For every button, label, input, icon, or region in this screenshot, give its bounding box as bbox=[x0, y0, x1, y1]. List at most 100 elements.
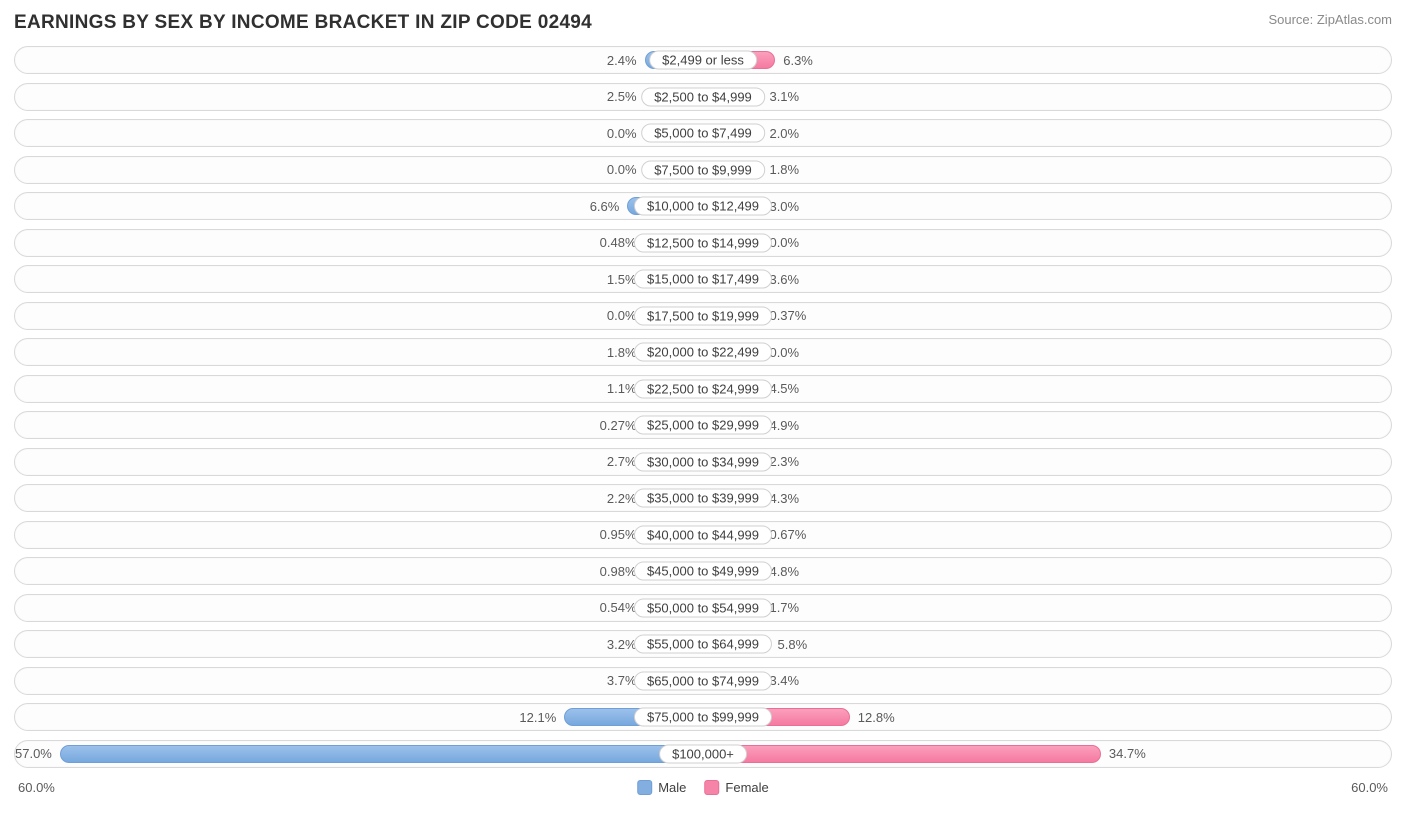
male-pct-label: 3.2% bbox=[607, 637, 637, 652]
bracket-label: $30,000 to $34,999 bbox=[634, 452, 772, 471]
male-pct-label: 12.1% bbox=[519, 710, 556, 725]
chart-row: 2.2%4.3%$35,000 to $39,999 bbox=[14, 484, 1392, 512]
female-pct-label: 3.4% bbox=[769, 673, 799, 688]
male-pct-label: 0.98% bbox=[600, 564, 637, 579]
female-half: 0.37% bbox=[703, 303, 1391, 329]
male-pct-label: 6.6% bbox=[590, 199, 620, 214]
chart-row: 0.54%1.7%$50,000 to $54,999 bbox=[14, 594, 1392, 622]
female-half: 1.7% bbox=[703, 595, 1391, 621]
bracket-label: $40,000 to $44,999 bbox=[634, 525, 772, 544]
bracket-label: $55,000 to $64,999 bbox=[634, 635, 772, 654]
male-bar bbox=[60, 745, 703, 763]
bracket-label: $20,000 to $22,499 bbox=[634, 343, 772, 362]
chart-header: EARNINGS BY SEX BY INCOME BRACKET IN ZIP… bbox=[14, 12, 1392, 34]
male-pct-label: 0.48% bbox=[600, 235, 637, 250]
chart-row: 0.98% 4.8%$45,000 to $49,999 bbox=[14, 557, 1392, 585]
female-half: 3.0% bbox=[703, 193, 1391, 219]
male-half: 3.7% bbox=[15, 668, 703, 694]
male-pct-label: 0.95% bbox=[600, 527, 637, 542]
chart-row: 2.5% 3.1% $2,500 to $4,999 bbox=[14, 83, 1392, 111]
axis-label-left: 60.0% bbox=[18, 780, 55, 795]
bracket-label: $75,000 to $99,999 bbox=[634, 708, 772, 727]
female-pct-label: 4.3% bbox=[769, 491, 799, 506]
male-pct-label: 1.8% bbox=[607, 345, 637, 360]
female-half: 2.0% bbox=[703, 120, 1391, 146]
axis-label-right: 60.0% bbox=[1351, 780, 1388, 795]
female-pct-label: 1.7% bbox=[769, 600, 799, 615]
female-half: 0.0% bbox=[703, 339, 1391, 365]
female-half: 3.1% bbox=[703, 84, 1391, 110]
female-half: 0.67% bbox=[703, 522, 1391, 548]
female-pct-label: 4.9% bbox=[769, 418, 799, 433]
female-half: 4.9% bbox=[703, 412, 1391, 438]
female-half: 0.0% bbox=[703, 230, 1391, 256]
female-half: 3.6% bbox=[703, 266, 1391, 292]
female-pct-label: 1.8% bbox=[769, 162, 799, 177]
female-pct-label: 12.8% bbox=[858, 710, 895, 725]
chart-row: 1.8% 0.0%$20,000 to $22,499 bbox=[14, 338, 1392, 366]
female-pct-label: 4.8% bbox=[769, 564, 799, 579]
male-half: 0.54% bbox=[15, 595, 703, 621]
male-pct-label: 2.5% bbox=[607, 89, 637, 104]
female-half: 5.8% bbox=[703, 631, 1391, 657]
male-half: 0.0% bbox=[15, 120, 703, 146]
male-half: 2.2% bbox=[15, 485, 703, 511]
female-half: 3.4% bbox=[703, 668, 1391, 694]
bracket-label: $12,500 to $14,999 bbox=[634, 233, 772, 252]
bracket-label: $17,500 to $19,999 bbox=[634, 306, 772, 325]
bracket-label: $2,500 to $4,999 bbox=[641, 87, 765, 106]
bracket-label: $15,000 to $17,499 bbox=[634, 270, 772, 289]
male-pct-label: 2.4% bbox=[607, 53, 637, 68]
female-half: 4.5% bbox=[703, 376, 1391, 402]
legend-female: Female bbox=[704, 780, 768, 795]
female-half: 1.8% bbox=[703, 157, 1391, 183]
bracket-label: $25,000 to $29,999 bbox=[634, 416, 772, 435]
bracket-label: $2,499 or less bbox=[649, 51, 757, 70]
male-half: 0.0% bbox=[15, 157, 703, 183]
female-half: 12.8% bbox=[703, 704, 1391, 730]
bracket-label: $10,000 to $12,499 bbox=[634, 197, 772, 216]
male-half: 1.1% bbox=[15, 376, 703, 402]
bracket-label: $22,500 to $24,999 bbox=[634, 379, 772, 398]
female-pct-label: 0.37% bbox=[769, 308, 806, 323]
male-half: 57.0% bbox=[15, 741, 703, 767]
male-pct-label: 0.0% bbox=[607, 162, 637, 177]
male-half: 1.8% bbox=[15, 339, 703, 365]
female-pct-label: 3.6% bbox=[769, 272, 799, 287]
chart-row: 3.7% 3.4%$65,000 to $74,999 bbox=[14, 667, 1392, 695]
male-half: 2.5% bbox=[15, 84, 703, 110]
male-half: 0.0% bbox=[15, 303, 703, 329]
female-pct-label: 3.1% bbox=[769, 89, 799, 104]
chart-row: 0.48% 0.0%$12,500 to $14,999 bbox=[14, 229, 1392, 257]
female-pct-label: 0.67% bbox=[769, 527, 806, 542]
male-half: 3.2% bbox=[15, 631, 703, 657]
male-half: 0.48% bbox=[15, 230, 703, 256]
male-pct-label: 1.1% bbox=[607, 381, 637, 396]
female-pct-label: 6.3% bbox=[783, 53, 813, 68]
female-pct-label: 34.7% bbox=[1109, 746, 1146, 761]
male-half: 0.27% bbox=[15, 412, 703, 438]
chart-row: 1.1% 4.5%$22,500 to $24,999 bbox=[14, 375, 1392, 403]
male-half: 2.7% bbox=[15, 449, 703, 475]
male-pct-label: 0.0% bbox=[607, 308, 637, 323]
male-half: 1.5% bbox=[15, 266, 703, 292]
female-half: 6.3% bbox=[703, 47, 1391, 73]
male-swatch-icon bbox=[637, 780, 652, 795]
female-half: 2.3% bbox=[703, 449, 1391, 475]
male-pct-label: 57.0% bbox=[15, 746, 52, 761]
bracket-label: $65,000 to $74,999 bbox=[634, 671, 772, 690]
chart-row: 2.7%2.3%$30,000 to $34,999 bbox=[14, 448, 1392, 476]
female-half: 4.8% bbox=[703, 558, 1391, 584]
female-pct-label: 0.0% bbox=[769, 235, 799, 250]
chart-row: 12.1% 12.8% $75,000 to $99,999 bbox=[14, 703, 1392, 731]
female-half: 34.7% bbox=[703, 741, 1391, 767]
chart-source: Source: ZipAtlas.com bbox=[1268, 12, 1392, 27]
male-half: 6.6% bbox=[15, 193, 703, 219]
bracket-label: $45,000 to $49,999 bbox=[634, 562, 772, 581]
male-pct-label: 3.7% bbox=[607, 673, 637, 688]
chart-row: 1.5% 3.6%$15,000 to $17,499 bbox=[14, 265, 1392, 293]
male-pct-label: 0.27% bbox=[600, 418, 637, 433]
chart-row: 57.0%34.7%$100,000+ bbox=[14, 740, 1392, 768]
female-half: 4.3% bbox=[703, 485, 1391, 511]
male-pct-label: 0.0% bbox=[607, 126, 637, 141]
